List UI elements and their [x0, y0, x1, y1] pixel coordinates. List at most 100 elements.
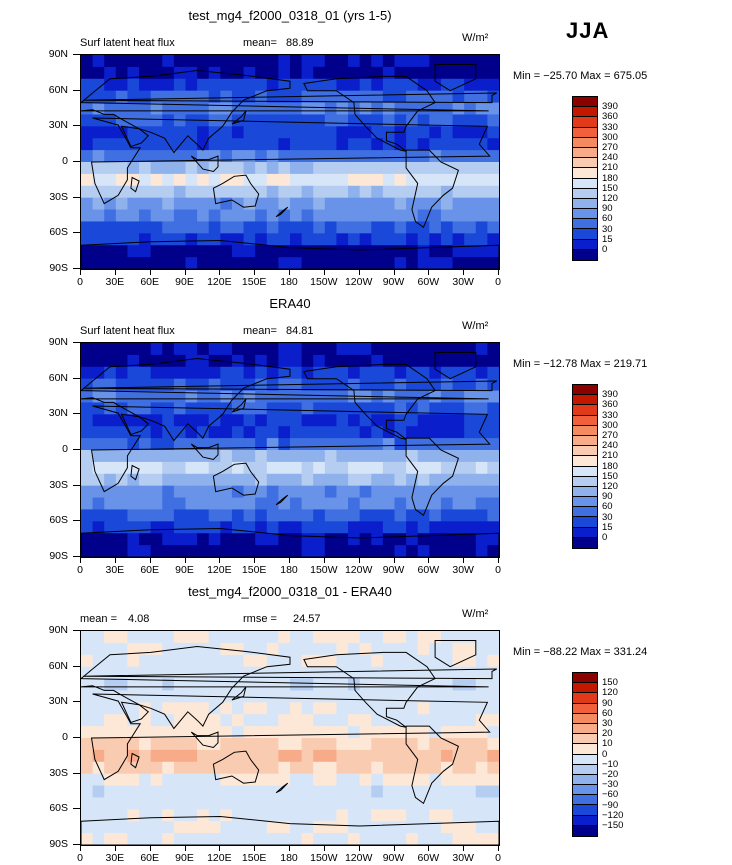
field-cell: [336, 78, 349, 92]
field-cell: [220, 738, 233, 751]
field-cell: [452, 545, 465, 557]
field-cell: [359, 90, 372, 104]
colorbar-label: 360: [602, 111, 618, 123]
field-cell: [359, 366, 372, 380]
field-cell: [266, 726, 279, 739]
field-cell: [127, 738, 140, 751]
field-cell: [115, 642, 129, 656]
field-cell: [104, 809, 117, 822]
colorbar-label: 90: [602, 697, 613, 709]
field-cell: [185, 257, 198, 269]
field-cell: [115, 185, 129, 199]
field-cell: [371, 809, 384, 822]
lon-tick-label: 30W: [452, 852, 474, 864]
field-cell: [231, 245, 245, 258]
lat-tick: [73, 89, 80, 91]
field-cell: [278, 257, 291, 269]
field-cell: [371, 138, 384, 151]
field-cell: [92, 354, 105, 368]
field-cell: [104, 642, 117, 656]
field-cell: [115, 666, 129, 680]
field-cell: [429, 414, 442, 427]
map-plot: [80, 54, 500, 270]
field-cell: [452, 138, 465, 151]
field-cell: [139, 162, 152, 175]
field-cell: [115, 797, 129, 810]
field-cell: [162, 221, 175, 234]
field-cell: [127, 749, 140, 763]
field-cell: [278, 150, 291, 163]
field-cell: [382, 833, 396, 845]
field-cell: [452, 126, 465, 139]
field-cell: [417, 138, 430, 151]
field-cell: [197, 749, 210, 763]
field-cell: [81, 797, 94, 810]
field-cell: [417, 521, 430, 534]
field-cell: [278, 485, 291, 499]
field-cell: [324, 461, 338, 475]
field-cell: [371, 654, 384, 668]
field-cell: [313, 126, 326, 139]
field-cell: [290, 390, 303, 404]
field-cell: [382, 485, 396, 499]
field-cell: [359, 138, 372, 151]
field-cell: [243, 509, 256, 522]
field-cell: [231, 473, 245, 487]
field-cell: [162, 631, 175, 644]
field-cell: [464, 666, 477, 680]
field-cell: [290, 209, 303, 223]
field-cell: [104, 702, 117, 715]
field-cell: [127, 197, 140, 211]
field-cell: [81, 162, 94, 175]
field-cell: [278, 533, 291, 546]
field-cell: [81, 66, 94, 80]
lon-tick: [149, 557, 151, 563]
field-cell: [371, 785, 384, 799]
field-cell: [429, 714, 442, 727]
field-cell: [464, 162, 477, 175]
field-cell: [185, 785, 198, 799]
field-cell: [115, 233, 129, 246]
field-cell: [92, 90, 105, 104]
field-cell: [139, 785, 152, 799]
field-cell: [231, 797, 245, 810]
field-cell: [243, 366, 256, 380]
field-cell: [464, 390, 477, 404]
field-cell: [115, 773, 129, 787]
colorbar-label: 180: [602, 172, 618, 184]
field-cell: [220, 785, 233, 799]
field-cell: [324, 797, 338, 810]
field-cell: [382, 185, 396, 199]
field-cell: [197, 126, 210, 139]
field-cell: [278, 390, 291, 404]
field-cell: [406, 343, 419, 356]
field-cell: [452, 173, 465, 187]
field-cell: [197, 761, 210, 775]
field-cell: [139, 114, 152, 127]
field-cell: [487, 221, 499, 234]
field-cell: [220, 473, 233, 487]
coastline: [81, 645, 489, 730]
field-cell: [429, 461, 442, 475]
field-cell: [359, 545, 372, 557]
field-cell: [382, 726, 396, 739]
field-cell: [348, 450, 361, 463]
field-cell: [220, 197, 233, 211]
colorbar-label: −150: [602, 820, 624, 831]
lat-tick: [73, 484, 80, 486]
lon-tick: [393, 557, 395, 563]
field-cell: [81, 426, 94, 439]
field-cell: [92, 545, 105, 557]
field-cell: [197, 450, 210, 463]
colorbar-label: 0: [602, 748, 608, 760]
field-cell: [394, 749, 407, 763]
field-cell: [371, 366, 384, 380]
coastline: [81, 815, 499, 845]
field-cell: [81, 366, 94, 380]
field-cell: [382, 114, 396, 127]
field-cell: [324, 533, 338, 546]
field-cell: [487, 726, 499, 739]
field-cell: [336, 797, 349, 810]
field-cell: [406, 485, 419, 499]
field-cell: [197, 785, 210, 799]
